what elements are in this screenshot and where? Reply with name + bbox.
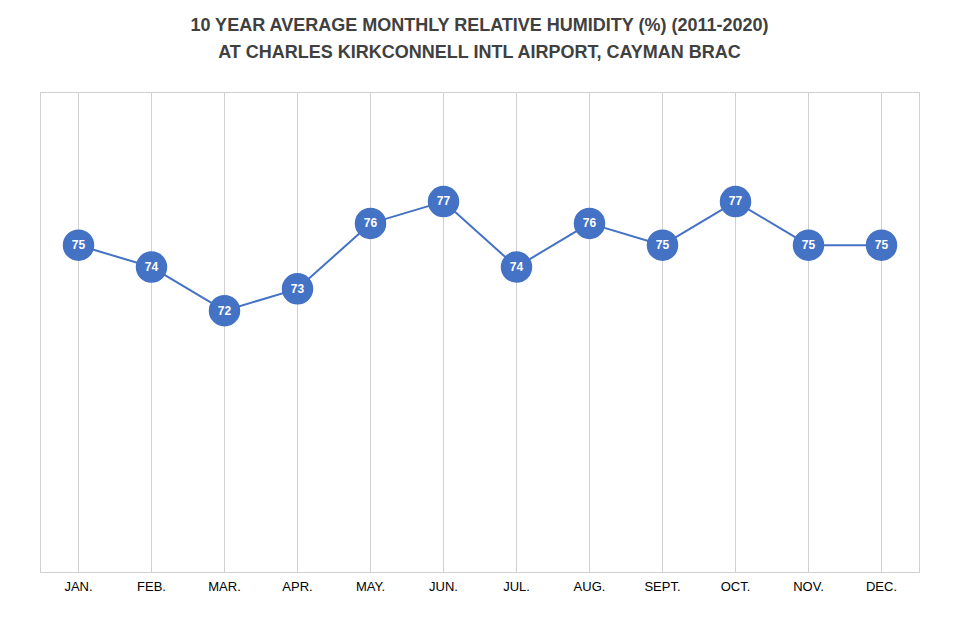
svg-text:74: 74 [510,260,524,274]
svg-text:MAR.: MAR. [208,579,241,594]
svg-text:JUN.: JUN. [429,579,458,594]
svg-text:OCT.: OCT. [721,579,751,594]
svg-text:JAN.: JAN. [64,579,92,594]
svg-text:JUL.: JUL. [503,579,530,594]
svg-text:SEPT.: SEPT. [644,579,680,594]
svg-text:75: 75 [72,238,86,252]
svg-text:APR.: APR. [282,579,312,594]
svg-text:77: 77 [729,194,743,208]
svg-text:75: 75 [875,238,889,252]
svg-text:DEC.: DEC. [866,579,897,594]
svg-text:77: 77 [437,194,451,208]
html-text:10 YEAR AVERAGE MONTHLY RELATI: 10 YEAR AVERAGE MONTHLY RELATIVE HUMIDIT… [190,15,769,62]
svg-text:NOV.: NOV. [793,579,824,594]
svg-text:72: 72 [218,304,232,318]
svg-text:75: 75 [802,238,816,252]
svg-text:76: 76 [583,216,597,230]
svg-text:74: 74 [145,260,159,274]
svg-text:73: 73 [291,282,305,296]
svg-text:MAY.: MAY. [356,579,385,594]
svg-text:AUG.: AUG. [574,579,606,594]
svg-text:76: 76 [364,216,378,230]
svg-text:FEB.: FEB. [137,579,166,594]
svg-text:75: 75 [656,238,670,252]
